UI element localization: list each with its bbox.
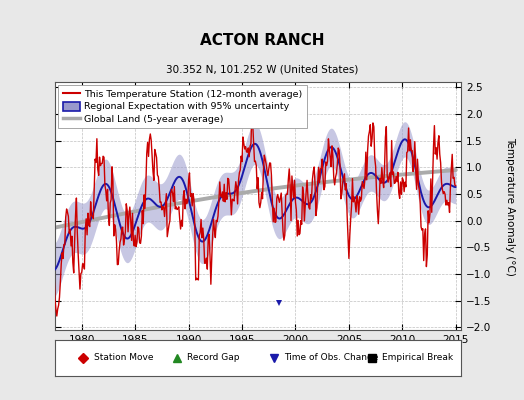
Text: Time of Obs. Change: Time of Obs. Change <box>285 354 379 362</box>
Text: Station Move: Station Move <box>94 354 153 362</box>
Text: ACTON RANCH: ACTON RANCH <box>200 33 324 48</box>
Legend: This Temperature Station (12-month average), Regional Expectation with 95% uncer: This Temperature Station (12-month avera… <box>58 85 307 128</box>
Y-axis label: Temperature Anomaly (°C): Temperature Anomaly (°C) <box>505 136 515 276</box>
Text: Empirical Break: Empirical Break <box>382 354 453 362</box>
Text: Record Gap: Record Gap <box>187 354 239 362</box>
Text: 30.352 N, 101.252 W (United States): 30.352 N, 101.252 W (United States) <box>166 64 358 74</box>
